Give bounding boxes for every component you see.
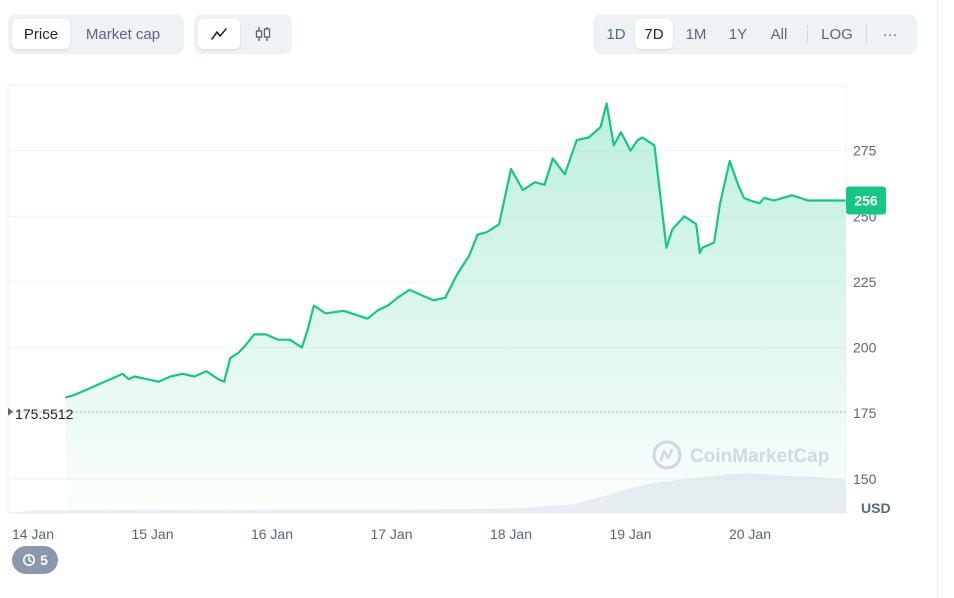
log-scale-button[interactable]: LOG [821, 25, 853, 43]
range-1m-button[interactable]: 1M [685, 25, 707, 43]
candlestick-icon [255, 27, 271, 41]
line-chart-icon [211, 28, 227, 40]
x-tick-label: 18 Jan [490, 526, 532, 542]
range-divider [807, 25, 808, 43]
y-tick-label: 150 [853, 471, 877, 487]
x-tick-label: 17 Jan [370, 526, 412, 542]
history-count: 5 [40, 552, 48, 568]
x-tick-label: 19 Jan [609, 526, 651, 542]
chart-view-selector [194, 14, 292, 54]
current-price-label: 256 [854, 193, 878, 209]
history-icon [23, 554, 36, 566]
current-price-tag [846, 186, 886, 215]
y-tick-label: 200 [853, 340, 877, 356]
open-price-marker-icon [8, 407, 13, 416]
metric-selector: Price Market cap [8, 14, 184, 54]
tab-price[interactable]: Price [12, 19, 70, 49]
coinmarketcap-logo-icon [652, 440, 682, 470]
y-tick-label: 175 [853, 405, 877, 421]
range-1y-button[interactable]: 1Y [728, 25, 748, 43]
more-options-button[interactable]: ··· [882, 25, 898, 43]
price-line [64, 102, 846, 399]
x-tick-label: 16 Jan [251, 526, 293, 542]
line-chart-button[interactable] [198, 19, 240, 49]
open-price-label: 175.5512 [15, 406, 74, 422]
range-1d-button[interactable]: 1D [606, 25, 626, 43]
range-7d-button[interactable]: 7D [635, 19, 673, 49]
candlestick-button[interactable] [240, 19, 286, 49]
x-tick-label: 20 Jan [729, 526, 771, 542]
range-selector: 1D 7D 1M 1Y All LOG ··· [593, 14, 917, 54]
price-area-fill [65, 103, 846, 514]
right-scroll-edge [937, 0, 954, 598]
y-tick-label: 225 [853, 274, 877, 290]
y-axis-unit: USD [861, 500, 891, 516]
tab-market-cap[interactable]: Market cap [85, 25, 161, 43]
x-tick-label: 14 Jan [12, 526, 54, 542]
watermark-text: CoinMarketCap [690, 446, 829, 467]
history-badge[interactable]: 5 [12, 546, 58, 574]
range-all-button[interactable]: All [770, 25, 788, 43]
y-tick-label: 275 [853, 143, 877, 159]
x-tick-label: 15 Jan [131, 526, 173, 542]
range-divider [866, 25, 867, 43]
